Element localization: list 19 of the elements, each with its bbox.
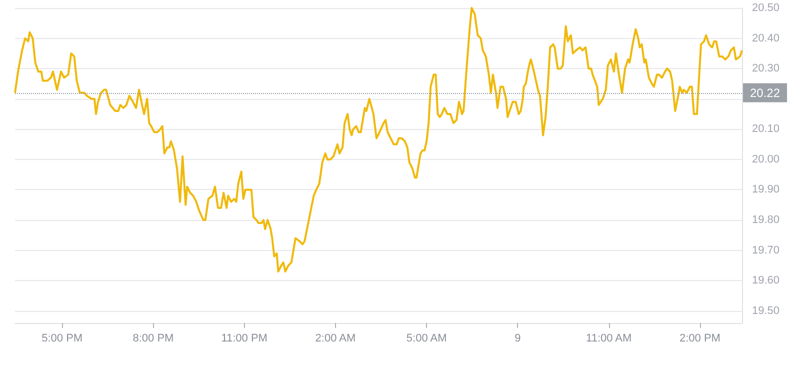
y-tick-label: 19.90: [752, 184, 780, 196]
x-tick-label: 8:00 PM: [132, 332, 174, 344]
y-tick-label: 20.10: [752, 123, 780, 136]
y-tick-label: 19.60: [752, 274, 780, 287]
x-tick-label: 5:00 AM: [406, 332, 447, 344]
x-tick-label: 11:00 AM: [586, 332, 632, 344]
x-tick-label: 9: [514, 332, 521, 344]
y-tick-label: 19.80: [752, 214, 780, 226]
x-tick-label: 5:00 PM: [42, 332, 83, 344]
x-tick-label: 2:00 AM: [315, 332, 356, 344]
y-tick-label: 19.50: [752, 304, 780, 317]
y-tick-label: 20.30: [752, 62, 780, 75]
ref-line-label: 20.22: [750, 86, 780, 100]
y-tick-label: 20.40: [752, 32, 780, 44]
y-tick-label: 20.00: [752, 153, 780, 166]
x-tick-label: 2:00 PM: [679, 332, 720, 344]
y-tick-label: 20.50: [752, 2, 780, 14]
x-tick-label: 11:00 PM: [221, 332, 268, 344]
y-tick-label: 19.70: [752, 244, 780, 256]
